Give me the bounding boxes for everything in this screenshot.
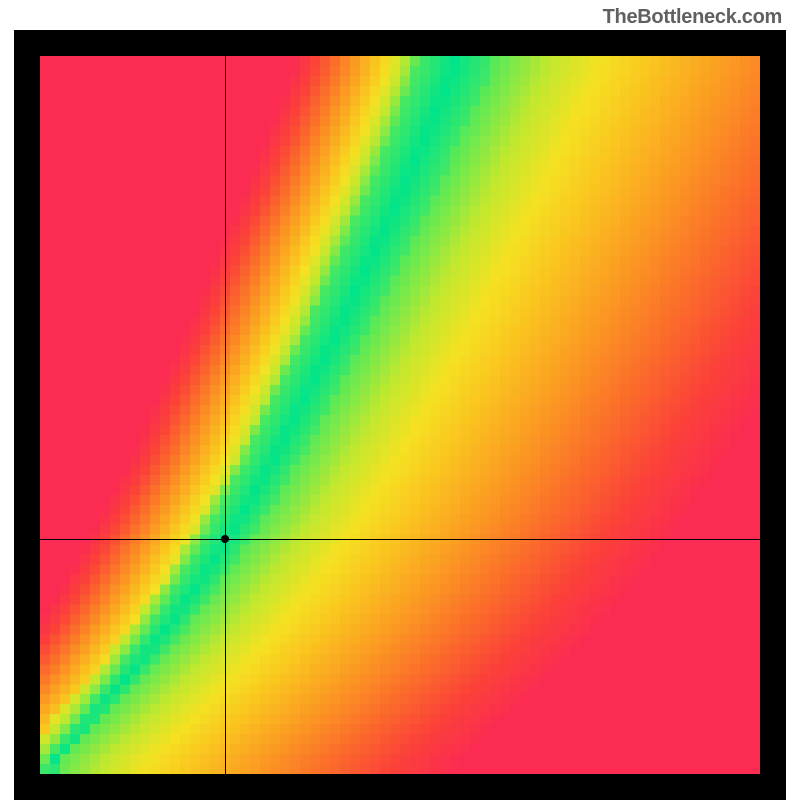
plot-frame xyxy=(14,30,786,800)
crosshair-horizontal xyxy=(40,539,760,540)
selected-point-marker xyxy=(221,535,229,543)
heatmap-canvas xyxy=(40,56,760,774)
crosshair-vertical xyxy=(225,56,226,774)
watermark-text: TheBottleneck.com xyxy=(603,6,782,29)
heatmap-plot xyxy=(40,56,760,774)
